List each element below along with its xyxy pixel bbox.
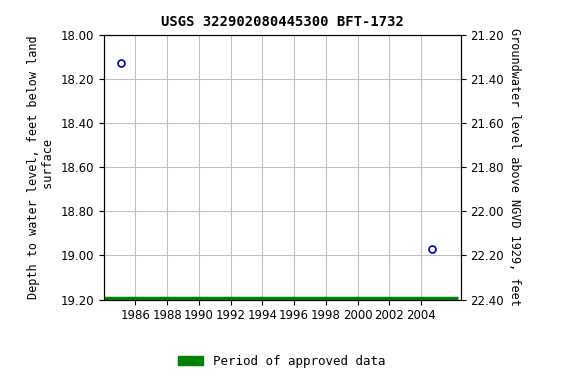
Y-axis label: Groundwater level above NGVD 1929, feet: Groundwater level above NGVD 1929, feet [508,28,521,306]
Legend: Period of approved data: Period of approved data [173,350,391,373]
Title: USGS 322902080445300 BFT-1732: USGS 322902080445300 BFT-1732 [161,15,404,29]
Y-axis label: Depth to water level, feet below land
 surface: Depth to water level, feet below land su… [26,35,55,299]
